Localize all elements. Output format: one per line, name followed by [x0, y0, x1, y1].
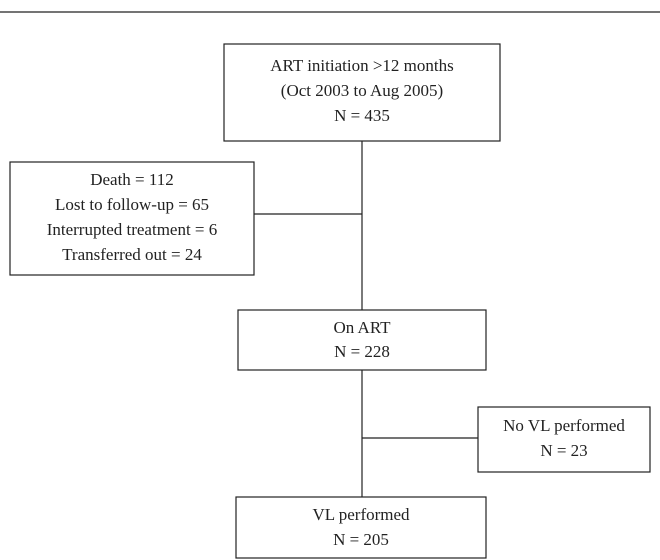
box [223, 43, 501, 142]
box [237, 309, 487, 371]
box-text: Lost to follow-up = 65 [55, 195, 209, 214]
box [235, 496, 487, 559]
box-text: No VL performed [503, 416, 625, 435]
box-text: VL performed [312, 505, 410, 524]
box-text: N = 435 [334, 106, 390, 125]
box-text: Death = 112 [90, 170, 174, 189]
box [9, 161, 255, 276]
box-text: N = 23 [540, 441, 587, 460]
box-text: N = 205 [333, 530, 389, 549]
box-text: (Oct 2003 to Aug 2005) [281, 81, 443, 100]
box-text: Transferred out = 24 [62, 245, 202, 264]
box-text: On ART [333, 318, 391, 337]
box-text: N = 228 [334, 342, 390, 361]
box [477, 406, 651, 473]
box-text: ART initiation >12 months [270, 56, 453, 75]
box-text: Interrupted treatment = 6 [47, 220, 218, 239]
